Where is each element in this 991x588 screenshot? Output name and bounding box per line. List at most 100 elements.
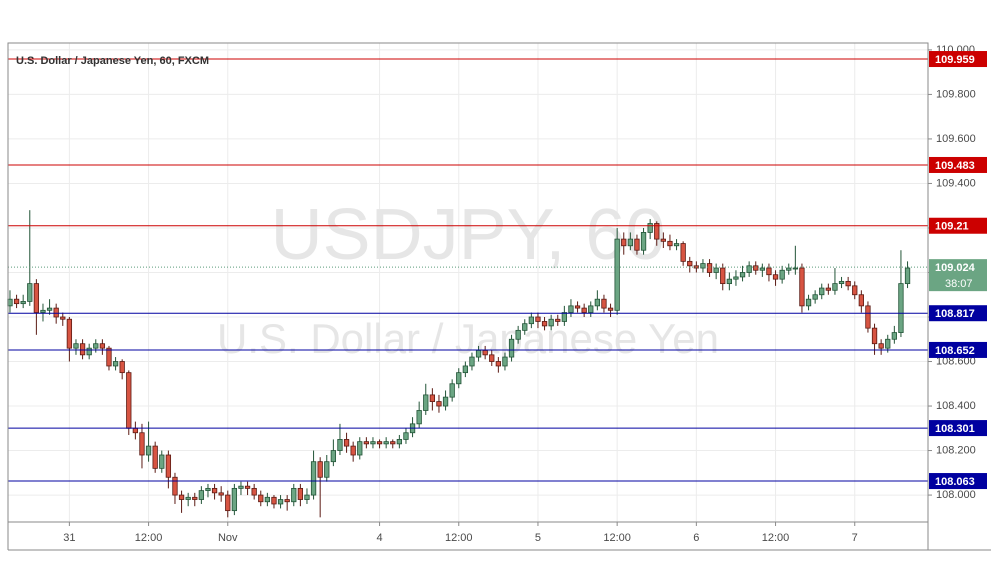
level-label-box (929, 217, 987, 234)
level-label-box (929, 341, 987, 358)
candle-body (126, 372, 132, 429)
candle-body (423, 394, 429, 411)
candle-body (337, 439, 343, 451)
candle-body (561, 312, 567, 322)
candle-body (594, 298, 600, 307)
candle-body (838, 280, 845, 285)
candle-body (673, 243, 680, 247)
candle-body (324, 461, 330, 478)
candle-body (73, 343, 79, 349)
candle-body (786, 267, 792, 271)
last-price-box (929, 259, 987, 292)
candle-body (172, 476, 178, 496)
candle-body (185, 496, 191, 500)
candle-body (33, 283, 40, 313)
candle-body (112, 361, 119, 367)
candle-body (528, 316, 535, 325)
candle-body (819, 287, 825, 296)
candle-body (383, 441, 389, 445)
candle-body (720, 267, 726, 285)
candle-body (753, 265, 759, 271)
watermark: USDJPY, 60 (271, 195, 666, 275)
candle-body (667, 240, 673, 247)
candle-body (350, 445, 356, 456)
candle-body (634, 238, 640, 251)
candle-body (739, 272, 746, 278)
candle-body (706, 263, 713, 273)
candle-body (693, 265, 699, 269)
candle-body (548, 318, 554, 327)
candle-body (106, 347, 112, 367)
x-tick-label: Nov (218, 532, 238, 544)
candle-body (522, 323, 528, 331)
candle-body (376, 441, 383, 445)
candle-body (46, 307, 53, 311)
candle-body (291, 487, 297, 503)
x-tick-label: 7 (852, 532, 858, 544)
candle-body (508, 338, 515, 358)
candle-body (343, 439, 350, 447)
x-tick-label: 12:00 (762, 532, 790, 544)
candle-body (779, 269, 785, 280)
candle-body (456, 372, 462, 385)
candle-body (396, 439, 403, 445)
candle-body (317, 461, 323, 478)
candle-body (198, 490, 205, 500)
candle-body (746, 265, 752, 273)
candle-body (759, 267, 765, 271)
candle-body (555, 318, 561, 322)
candle-body (475, 349, 482, 358)
candle-body (304, 494, 310, 500)
candle-body (284, 499, 290, 503)
candle-body (825, 287, 831, 291)
candle-body (733, 276, 739, 280)
candle-body (495, 361, 502, 367)
candle-body (772, 274, 779, 280)
candle-body (654, 223, 660, 240)
candle-body (865, 305, 871, 329)
candle-body (766, 267, 772, 276)
level-label: 108.301 (935, 423, 975, 435)
candle-body (363, 441, 370, 445)
level-label-box (929, 156, 987, 173)
candle-body (878, 343, 884, 349)
candle-body (660, 238, 666, 242)
candle-body (832, 283, 838, 291)
candle-body (159, 454, 165, 469)
x-tick-label: 12:00 (135, 532, 163, 544)
candle-body (79, 343, 86, 356)
candle-body (535, 316, 541, 322)
level-label-box (929, 305, 987, 322)
candle-body (178, 494, 185, 500)
candle-body (403, 432, 409, 440)
candle-body (139, 432, 145, 456)
y-tick-label: 109.800 (936, 88, 976, 100)
candle-body (568, 305, 574, 313)
candle-body (218, 492, 224, 496)
candle-body (871, 327, 878, 345)
candle-body (614, 238, 620, 311)
candle-body (680, 243, 686, 262)
level-label: 108.817 (935, 308, 975, 320)
candle-body (264, 496, 271, 503)
candle-body (27, 283, 33, 302)
candle-body (86, 347, 92, 356)
y-tick-label: 109.400 (936, 177, 976, 189)
x-tick-label: 5 (535, 532, 541, 544)
x-tick-label: 12:00 (603, 532, 631, 544)
candle-body (429, 394, 436, 402)
candle-body (482, 349, 488, 356)
level-label: 109.21 (935, 221, 969, 233)
candle-body (607, 307, 614, 311)
candle-body (640, 232, 647, 251)
watermark-subtitle: U.S. Dollar / Japanese Yen (217, 315, 719, 362)
candle-body (238, 485, 244, 489)
candle-body (515, 329, 521, 340)
candle-body (231, 487, 238, 512)
countdown: 38:07 (945, 278, 973, 290)
candle-body (53, 307, 59, 318)
candle-body (132, 427, 139, 434)
candle-body (277, 499, 284, 505)
candle-body (271, 496, 277, 505)
